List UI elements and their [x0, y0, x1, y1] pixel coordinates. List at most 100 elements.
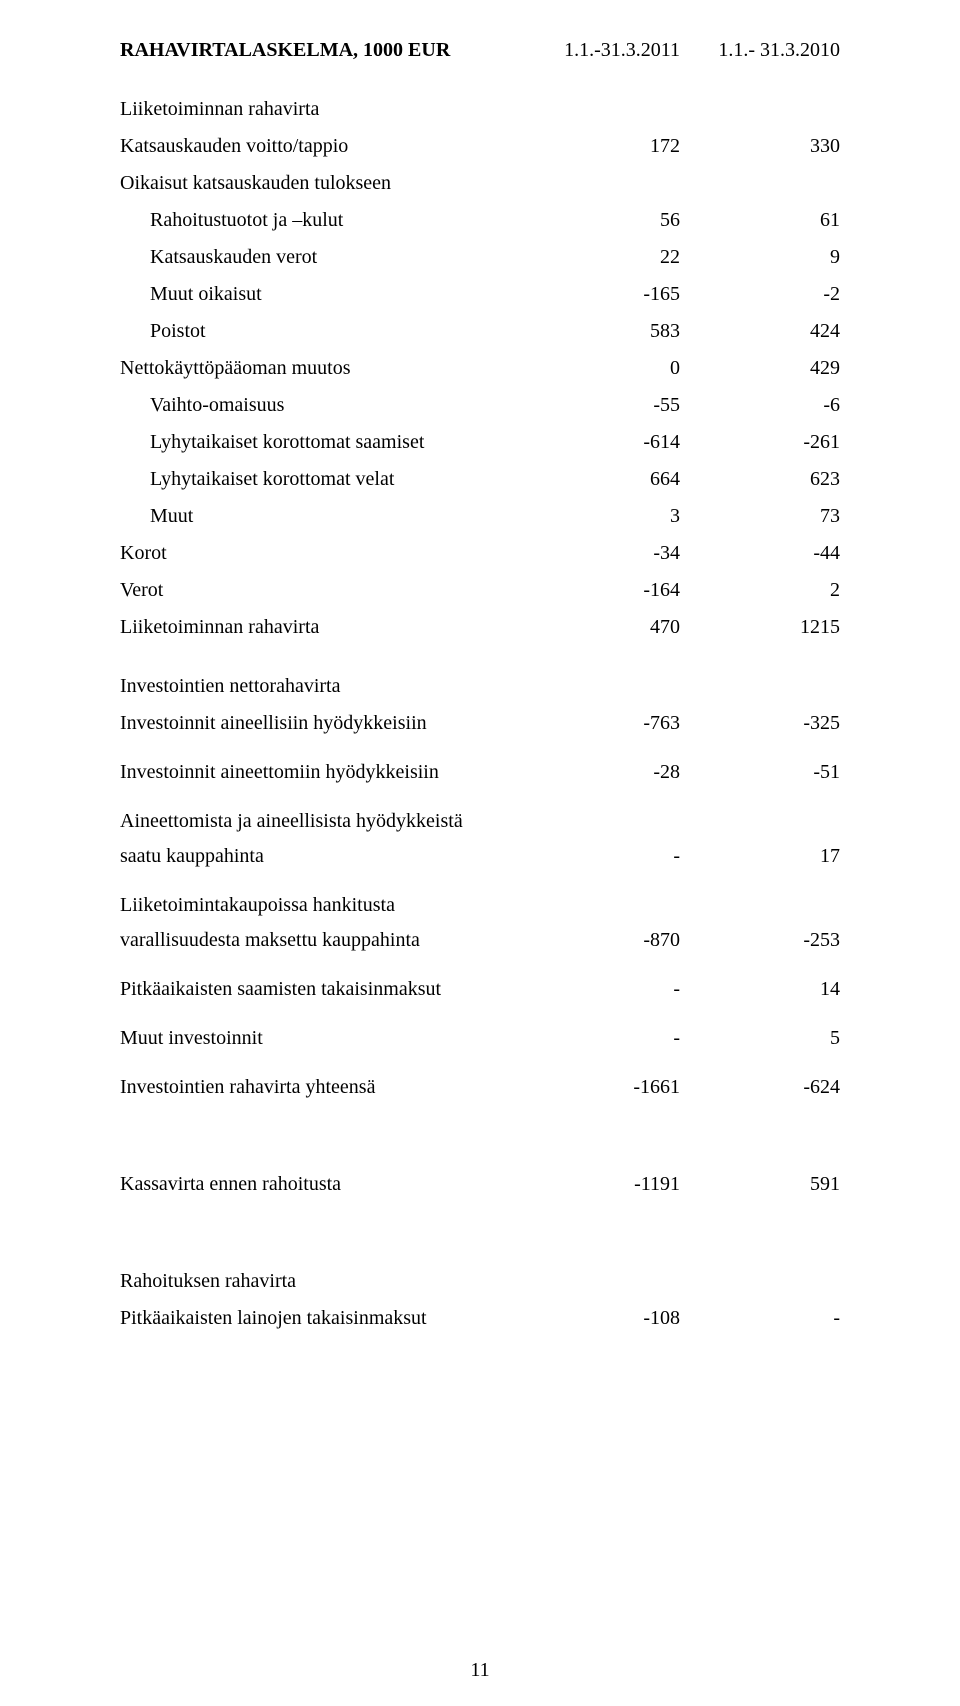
table-row: saatu kauppahinta - 17: [120, 842, 840, 871]
row-value-a: 56: [520, 206, 680, 235]
row-value-b: 2: [680, 576, 840, 605]
table-row: Investointien rahavirta yhteensä -1661 -…: [120, 1073, 840, 1102]
row-value-a: -164: [520, 576, 680, 605]
row-value-b: 5: [680, 1024, 840, 1053]
row-value-b: -6: [680, 391, 840, 420]
row-label: Muut oikaisut: [120, 280, 520, 309]
row-value-b: 17: [680, 842, 840, 871]
table-row: Investoinnit aineellisiin hyödykkeisiin …: [120, 709, 840, 738]
row-label: Katsauskauden voitto/tappio: [120, 132, 520, 161]
row-value-a: -614: [520, 428, 680, 457]
table-row: Katsauskauden voitto/tappio 172 330: [120, 132, 840, 161]
document-page: RAHAVIRTALASKELMA, 1000 EUR 1.1.-31.3.20…: [0, 0, 960, 1706]
row-label: varallisuudesta maksettu kauppahinta: [120, 926, 520, 955]
row-value-b: -253: [680, 926, 840, 955]
row-label: Lyhytaikaiset korottomat saamiset: [120, 428, 520, 457]
section-heading: Investointien nettorahavirta: [120, 672, 840, 701]
row-value-a: 172: [520, 132, 680, 161]
table-row: Liiketoiminnan rahavirta 470 1215: [120, 613, 840, 642]
row-label: Poistot: [120, 317, 520, 346]
row-value-a: 3: [520, 502, 680, 531]
table-row: Muut 3 73: [120, 502, 840, 531]
table-header-row: RAHAVIRTALASKELMA, 1000 EUR 1.1.-31.3.20…: [120, 36, 840, 65]
table-row: Korot -34 -44: [120, 539, 840, 568]
section-heading: Rahoituksen rahavirta: [120, 1267, 840, 1296]
row-label: Liiketoiminnan rahavirta: [120, 613, 520, 642]
period-column-b: 1.1.- 31.3.2010: [680, 36, 840, 65]
row-value-a: 583: [520, 317, 680, 346]
table-row: Katsauskauden verot 22 9: [120, 243, 840, 272]
section-heading: Liiketoiminnan rahavirta: [120, 95, 840, 124]
row-value-a: -: [520, 842, 680, 871]
row-label: Verot: [120, 576, 520, 605]
row-value-b: -624: [680, 1073, 840, 1102]
table-row: Muut oikaisut -165 -2: [120, 280, 840, 309]
row-value-b: -44: [680, 539, 840, 568]
row-value-b: 1215: [680, 613, 840, 642]
row-label: Rahoitustuotot ja –kulut: [120, 206, 520, 235]
row-value-b: -325: [680, 709, 840, 738]
row-value-a: -1191: [520, 1170, 680, 1199]
table-row: Pitkäaikaisten lainojen takaisinmaksut -…: [120, 1304, 840, 1333]
row-label: saatu kauppahinta: [120, 842, 520, 871]
row-label: Investoinnit aineettomiin hyödykkeisiin: [120, 758, 520, 787]
section-heading-text: Liiketoiminnan rahavirta: [120, 95, 520, 124]
table-row: Liiketoimintakaupoissa hankitusta: [120, 891, 840, 920]
table-row: Lyhytaikaiset korottomat velat 664 623: [120, 465, 840, 494]
row-value-b: -: [680, 1304, 840, 1333]
row-label: Aineettomista ja aineellisista hyödykkei…: [120, 807, 520, 836]
row-value-a: -1661: [520, 1073, 680, 1102]
table-row: Verot -164 2: [120, 576, 840, 605]
document-title: RAHAVIRTALASKELMA, 1000 EUR: [120, 36, 520, 65]
row-label: Katsauskauden verot: [120, 243, 520, 272]
row-value-b: 591: [680, 1170, 840, 1199]
row-value-a: -165: [520, 280, 680, 309]
row-value-a: -763: [520, 709, 680, 738]
row-value-b: 73: [680, 502, 840, 531]
row-label: Nettokäyttöpääoman muutos: [120, 354, 520, 383]
section-heading-text: Oikaisut katsauskauden tulokseen: [120, 169, 520, 198]
row-value-a: -108: [520, 1304, 680, 1333]
section-heading: Oikaisut katsauskauden tulokseen: [120, 169, 840, 198]
row-value-a: 22: [520, 243, 680, 272]
row-label: Pitkäaikaisten lainojen takaisinmaksut: [120, 1304, 520, 1333]
row-label: Liiketoimintakaupoissa hankitusta: [120, 891, 520, 920]
row-label: Lyhytaikaiset korottomat velat: [120, 465, 520, 494]
row-label: Muut investoinnit: [120, 1024, 520, 1053]
table-row: Muut investoinnit - 5: [120, 1024, 840, 1053]
table-row: Rahoitustuotot ja –kulut 56 61: [120, 206, 840, 235]
row-value-a: 664: [520, 465, 680, 494]
row-value-a: 0: [520, 354, 680, 383]
table-row: Lyhytaikaiset korottomat saamiset -614 -…: [120, 428, 840, 457]
row-value-a: -: [520, 1024, 680, 1053]
row-value-b: 14: [680, 975, 840, 1004]
row-label: Muut: [120, 502, 520, 531]
section-heading-text: Rahoituksen rahavirta: [120, 1267, 520, 1296]
section-heading-text: Investointien nettorahavirta: [120, 672, 520, 701]
row-value-a: -34: [520, 539, 680, 568]
row-value-b: 623: [680, 465, 840, 494]
table-row: Investoinnit aineettomiin hyödykkeisiin …: [120, 758, 840, 787]
table-row: Pitkäaikaisten saamisten takaisinmaksut …: [120, 975, 840, 1004]
row-value-a: -55: [520, 391, 680, 420]
row-value-b: -261: [680, 428, 840, 457]
table-row: Kassavirta ennen rahoitusta -1191 591: [120, 1170, 840, 1199]
row-label: Pitkäaikaisten saamisten takaisinmaksut: [120, 975, 520, 1004]
row-value-a: -: [520, 975, 680, 1004]
row-value-b: 429: [680, 354, 840, 383]
table-row: varallisuudesta maksettu kauppahinta -87…: [120, 926, 840, 955]
table-row: Aineettomista ja aineellisista hyödykkei…: [120, 807, 840, 836]
row-label: Investointien rahavirta yhteensä: [120, 1073, 520, 1102]
row-label: Investoinnit aineellisiin hyödykkeisiin: [120, 709, 520, 738]
row-value-a: -28: [520, 758, 680, 787]
row-value-b: -2: [680, 280, 840, 309]
table-row: Poistot 583 424: [120, 317, 840, 346]
period-column-a: 1.1.-31.3.2011: [520, 36, 680, 65]
row-value-b: 424: [680, 317, 840, 346]
row-value-b: -51: [680, 758, 840, 787]
table-row: Vaihto-omaisuus -55 -6: [120, 391, 840, 420]
table-row: Nettokäyttöpääoman muutos 0 429: [120, 354, 840, 383]
page-number: 11: [0, 1659, 960, 1682]
row-value-a: -870: [520, 926, 680, 955]
row-value-b: 330: [680, 132, 840, 161]
